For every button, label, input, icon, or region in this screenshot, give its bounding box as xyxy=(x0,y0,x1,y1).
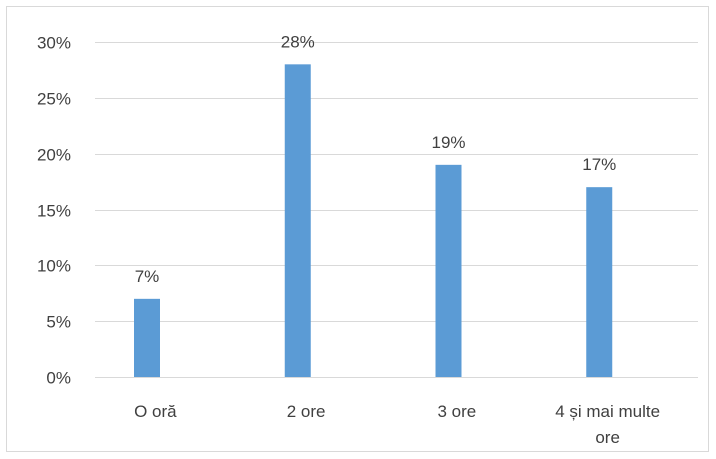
bar xyxy=(435,164,462,377)
bar xyxy=(586,187,613,377)
x-tick-label: O oră xyxy=(134,402,177,421)
data-label: 17% xyxy=(582,155,616,174)
y-tick-label: 15% xyxy=(37,202,71,221)
bars xyxy=(134,64,613,377)
y-tick-label: 5% xyxy=(46,313,71,332)
x-tick-label: 2 ore xyxy=(287,402,326,421)
y-tick-label: 25% xyxy=(37,90,71,109)
x-tick-label: 3 ore xyxy=(438,402,477,421)
y-axis-ticks: 0% 5% 10% 15% 20% 25% 30% xyxy=(37,34,71,388)
data-label: 19% xyxy=(431,133,465,152)
x-axis-categories: O oră 2 ore 3 ore 4 și mai multe ore xyxy=(134,402,660,447)
y-tick-label: 0% xyxy=(46,369,71,388)
y-tick-label: 30% xyxy=(37,34,71,53)
y-tick-label: 10% xyxy=(37,257,71,276)
data-labels: 7% 28% 19% 17% xyxy=(135,32,617,286)
x-tick-label: ore xyxy=(595,428,620,447)
y-tick-label: 20% xyxy=(37,146,71,165)
x-tick-label: 4 și mai multe xyxy=(555,402,660,421)
bar xyxy=(134,298,160,377)
bar xyxy=(284,64,311,377)
data-label: 7% xyxy=(135,267,160,286)
data-label: 28% xyxy=(281,32,315,51)
